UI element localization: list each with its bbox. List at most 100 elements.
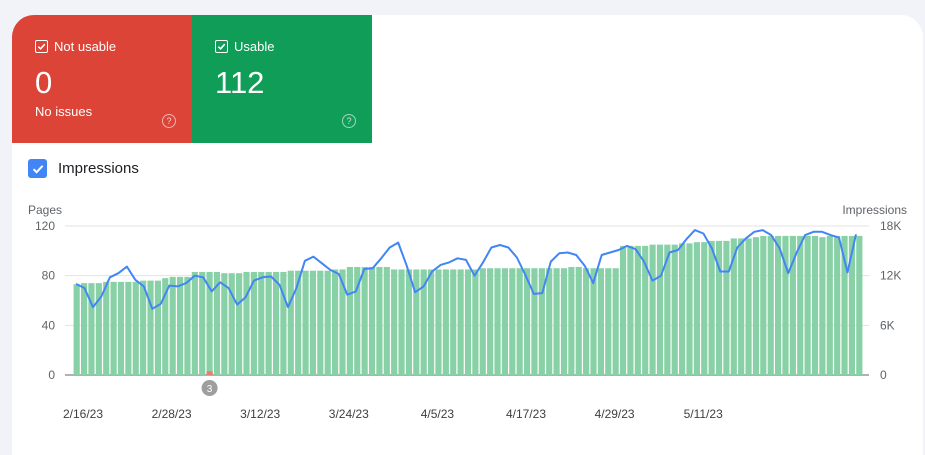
usable-bar — [442, 269, 449, 375]
x-tick-label: 4/29/23 — [595, 407, 635, 421]
not-usable-bar — [206, 371, 213, 375]
not-usable-tile[interactable]: Not usable 0 No issues ? — [12, 15, 192, 143]
usable-bar — [176, 276, 184, 375]
help-icon[interactable]: ? — [162, 114, 176, 128]
usable-label: Usable — [234, 39, 275, 54]
usable-bar — [191, 271, 198, 375]
usable-tile[interactable]: Usable 112 ? — [192, 15, 372, 143]
usable-bar — [856, 235, 863, 375]
usable-bar — [413, 269, 420, 375]
usable-bar — [221, 273, 228, 375]
usable-bar — [346, 266, 353, 375]
left-tick-label: 40 — [42, 318, 56, 332]
usable-bar — [789, 235, 796, 375]
usable-bar — [125, 281, 132, 375]
usable-bar — [95, 283, 102, 375]
usable-bar — [642, 245, 649, 375]
right-tick-label: 6K — [880, 318, 895, 332]
usable-bar — [797, 235, 804, 375]
usable-bar — [775, 235, 782, 375]
left-tick-label: 80 — [42, 269, 56, 283]
usable-bar — [568, 266, 575, 375]
usable-bar — [376, 266, 383, 375]
usable-bar — [162, 278, 169, 375]
impressions-checkbox-icon[interactable] — [28, 159, 47, 178]
usable-bar — [826, 235, 833, 375]
x-tick-label: 3/24/23 — [329, 407, 369, 421]
usable-bar — [258, 271, 265, 375]
usable-bar — [339, 269, 346, 375]
usable-bar — [287, 270, 294, 375]
x-tick-label: 4/5/23 — [421, 407, 455, 421]
not-usable-checkbox-icon[interactable] — [35, 40, 48, 53]
usable-bar — [834, 235, 841, 375]
usable-bar — [361, 266, 368, 375]
usable-bar — [701, 242, 708, 375]
usable-bar — [509, 268, 516, 375]
usable-bar — [236, 273, 243, 375]
usable-bar — [553, 268, 560, 375]
impressions-label: Impressions — [58, 160, 139, 177]
usable-bar — [457, 269, 464, 375]
usable-bar — [479, 268, 486, 375]
usable-bar — [767, 235, 774, 375]
usable-bar — [427, 269, 435, 375]
annotation-label: 3 — [207, 384, 213, 395]
not-usable-count: 0 — [35, 65, 53, 100]
usable-checkbox-icon[interactable] — [215, 40, 228, 53]
usable-bar — [103, 281, 110, 375]
usable-bar — [324, 270, 331, 375]
help-icon[interactable]: ? — [342, 114, 356, 128]
right-tick-label: 18K — [880, 219, 901, 233]
usable-bar — [420, 269, 427, 375]
usable-bar — [708, 240, 715, 375]
x-tick-label: 2/16/23 — [63, 407, 103, 421]
usable-bar — [405, 269, 413, 375]
usable-bar — [841, 235, 848, 375]
usable-bar — [760, 235, 767, 375]
usable-bar — [738, 238, 745, 375]
usable-bar — [605, 268, 612, 375]
usable-bar — [745, 238, 752, 375]
usable-bar — [664, 244, 671, 375]
usable-bar — [546, 268, 553, 375]
usable-bar — [752, 237, 760, 375]
not-usable-status: No issues — [35, 104, 93, 119]
usable-count: 112 — [215, 65, 265, 100]
usable-bar — [619, 245, 627, 375]
usable-bar — [590, 268, 597, 375]
usable-bar — [265, 271, 272, 375]
usable-bar — [494, 268, 501, 375]
usable-bar — [560, 268, 568, 375]
usable-bar — [169, 276, 176, 375]
impressions-toggle[interactable]: Impressions — [28, 159, 139, 178]
usable-bar — [450, 269, 457, 375]
usable-bar — [213, 271, 221, 375]
usable-bar — [627, 245, 634, 375]
usable-bar — [206, 271, 213, 375]
usable-bar — [280, 271, 287, 375]
usable-bar — [811, 235, 819, 375]
usable-bar — [228, 273, 235, 375]
impressions-line — [75, 229, 857, 310]
usable-bar — [472, 269, 479, 375]
usable-bar — [782, 235, 789, 375]
usable-bar — [575, 266, 582, 375]
usable-bar — [597, 268, 604, 375]
usable-bar — [154, 280, 161, 375]
usable-bar — [804, 235, 811, 375]
usable-bar — [531, 268, 538, 375]
usable-bar — [302, 270, 309, 375]
left-tick-label: 0 — [48, 368, 55, 382]
usable-bar — [730, 238, 737, 375]
usable-bar — [634, 245, 641, 375]
right-tick-label: 12K — [880, 269, 901, 283]
usable-bar — [73, 284, 80, 375]
usable-bar — [819, 237, 826, 375]
usable-bar — [649, 244, 656, 375]
usable-header: Usable — [215, 39, 274, 54]
x-tick-label: 4/17/23 — [506, 407, 546, 421]
usable-bar — [398, 269, 405, 375]
usable-bar — [686, 243, 693, 375]
